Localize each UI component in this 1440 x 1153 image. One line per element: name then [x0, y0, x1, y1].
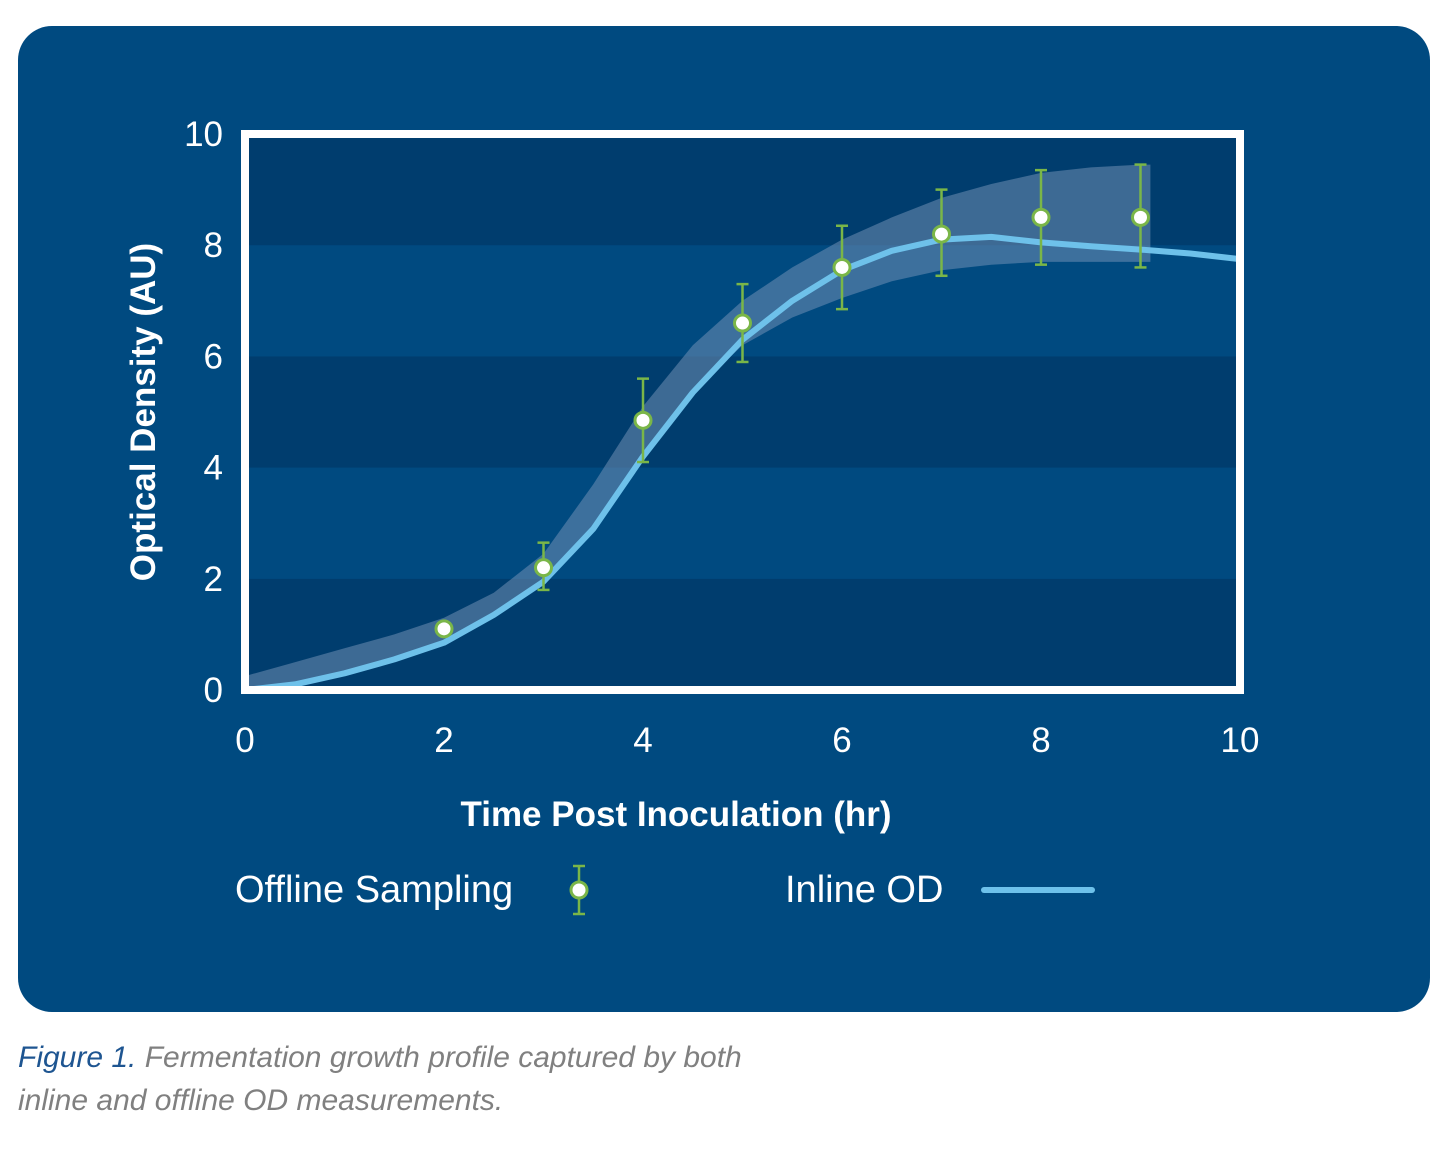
- x-tick-labels: 0 2 4 6 8 10: [235, 721, 1259, 760]
- offline-marker: [534, 558, 553, 578]
- y-tick-label: 0: [204, 671, 223, 710]
- x-tick-label: 6: [832, 721, 851, 760]
- legend-marker-dot: [569, 880, 589, 900]
- confidence-band: [245, 164, 1151, 691]
- y-axis-label: Optical Density (AU): [124, 243, 163, 581]
- offline-point: [434, 619, 454, 639]
- x-tick-label: 10: [1221, 721, 1260, 760]
- y-tick-label: 4: [204, 449, 223, 488]
- offline-point: [534, 541, 553, 592]
- y-tick-label: 8: [204, 226, 223, 265]
- offline-point: [633, 377, 653, 464]
- caption-text: Fermentation growth profile captured by …: [18, 1041, 742, 1117]
- grid-bands: [245, 134, 1240, 690]
- x-tick-label: 2: [434, 721, 453, 760]
- y-tick-labels: 0 2 4 6 8 10: [184, 115, 223, 710]
- offline-marker: [434, 619, 454, 639]
- chart: 0 2 4 6 8 10 0 2 4 6 8 10 Optical Density (AU) Tim…: [124, 115, 1259, 916]
- legend: Offline Sampling Inline OD: [235, 864, 1095, 916]
- offline-point: [1031, 168, 1051, 266]
- x-tick-label: 4: [633, 721, 652, 760]
- legend-inline-label: Inline OD: [785, 869, 943, 911]
- offline-marker: [1131, 207, 1150, 227]
- plot-frame: [241, 130, 1244, 694]
- offline-point: [1131, 163, 1150, 269]
- offline-point: [733, 282, 752, 364]
- x-tick-label: 8: [1031, 721, 1050, 760]
- y-tick-label: 10: [184, 115, 223, 154]
- offline-marker: [932, 224, 951, 244]
- legend-offline-marker: [569, 864, 589, 916]
- x-axis-label: Time Post Inoculation (hr): [460, 795, 891, 834]
- offline-marker: [633, 410, 653, 430]
- grid-band: [245, 578, 1240, 690]
- legend-offline-label: Offline Sampling: [235, 869, 513, 911]
- offline-point: [932, 188, 951, 278]
- offline-marker: [1031, 207, 1051, 227]
- offline-point: [832, 224, 852, 311]
- y-tick-label: 2: [204, 560, 223, 599]
- offline-markers: [434, 163, 1150, 639]
- x-tick-label: 0: [235, 721, 254, 760]
- caption-label: Figure 1.: [18, 1041, 137, 1074]
- figure-caption: Figure 1. Fermentation growth profile ca…: [18, 1036, 778, 1122]
- grid-band: [245, 356, 1240, 468]
- y-tick-label: 6: [204, 337, 223, 376]
- chart-panel: 0 2 4 6 8 10 0 2 4 6 8 10 Optical Density (AU) Tim…: [18, 26, 1430, 1012]
- offline-marker: [832, 257, 852, 277]
- offline-marker: [733, 313, 752, 333]
- grid-band: [245, 467, 1240, 579]
